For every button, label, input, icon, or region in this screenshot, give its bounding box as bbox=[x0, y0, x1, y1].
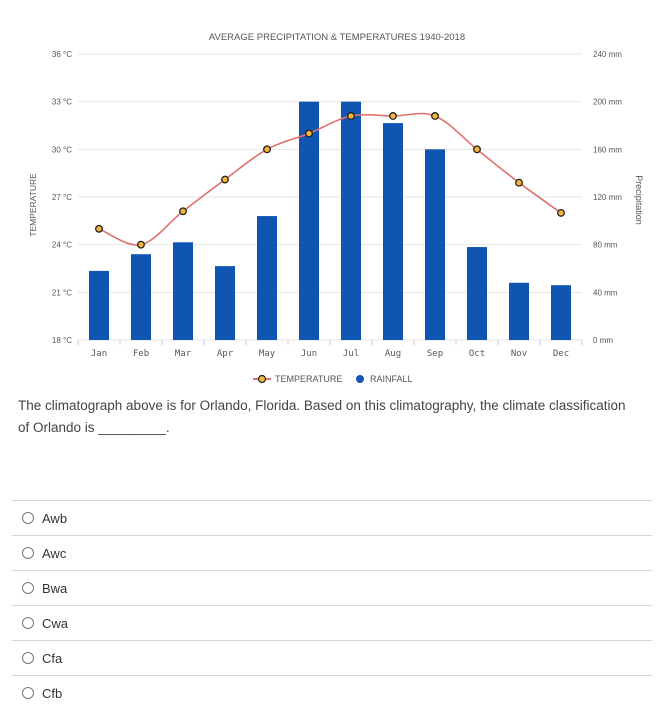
rainfall-bar bbox=[299, 101, 319, 341]
option-cfa[interactable]: Cfa bbox=[12, 640, 652, 675]
chart-legend: TEMPERATURE RAINFALL bbox=[253, 374, 413, 384]
y-right-tick-label: 160 mm bbox=[593, 145, 622, 154]
option-bwa[interactable]: Bwa bbox=[12, 570, 652, 605]
radio-button[interactable] bbox=[22, 617, 34, 629]
y-right-tick-label: 80 mm bbox=[593, 241, 618, 250]
temperature-point bbox=[389, 112, 397, 120]
rainfall-bar bbox=[341, 101, 361, 341]
x-tick-label: May bbox=[259, 349, 276, 359]
temperature-point bbox=[263, 145, 271, 154]
x-tick-label: Feb bbox=[133, 349, 149, 359]
option-cwa[interactable]: Cwa bbox=[12, 605, 652, 640]
option-label: Cfa bbox=[42, 650, 63, 666]
legend-rainfall-marker bbox=[356, 375, 364, 383]
y-left-tick-label: 30 °C bbox=[52, 145, 72, 154]
legend-temperature-marker bbox=[257, 374, 267, 384]
question-blank: _________. bbox=[98, 420, 170, 435]
rainfall-bar bbox=[257, 216, 277, 340]
y-left-tick-label: 36 °C bbox=[52, 50, 72, 59]
x-tick-label: Mar bbox=[175, 349, 192, 359]
y-left-tick-label: 18 °C bbox=[52, 336, 72, 345]
option-cfb[interactable]: Cfb bbox=[12, 675, 652, 711]
rainfall-bar bbox=[509, 282, 529, 340]
rainfall-bar bbox=[215, 266, 235, 340]
answer-options: Awb Awc Bwa Cwa Cfa Cfb bbox=[12, 500, 652, 711]
y-left-tick-label: 24 °C bbox=[52, 241, 72, 250]
temperature-line bbox=[98, 112, 562, 246]
legend-rainfall-label: RAINFALL bbox=[370, 374, 413, 384]
temperature-point bbox=[137, 240, 145, 249]
temperature-point bbox=[95, 224, 103, 233]
rainfall-bar bbox=[173, 242, 193, 340]
radio-button[interactable] bbox=[22, 512, 34, 524]
temperature-point bbox=[515, 178, 523, 187]
option-label: Cfb bbox=[42, 685, 63, 701]
x-tick-label: Oct bbox=[469, 349, 485, 359]
temperature-point bbox=[473, 145, 481, 154]
y-axis-right-label: Precipitation bbox=[634, 175, 644, 225]
radio-button[interactable] bbox=[22, 582, 34, 594]
temperature-point bbox=[305, 129, 313, 138]
temperature-point bbox=[221, 175, 229, 184]
temperature-point bbox=[347, 112, 355, 120]
y-left-tick-label: 33 °C bbox=[52, 98, 72, 107]
option-awb[interactable]: Awb bbox=[12, 500, 652, 535]
y-right-tick-label: 40 mm bbox=[593, 288, 618, 297]
radio-button[interactable] bbox=[22, 547, 34, 559]
y-right-tick-label: 120 mm bbox=[593, 193, 622, 202]
radio-button[interactable] bbox=[22, 652, 34, 664]
temperature-point bbox=[557, 208, 565, 217]
option-label: Bwa bbox=[42, 580, 68, 596]
rainfall-bar bbox=[89, 270, 109, 340]
x-tick-label: Jul bbox=[343, 349, 359, 359]
x-tick-label: Jun bbox=[301, 349, 317, 359]
rainfall-bar bbox=[425, 149, 445, 340]
y-axis-left-label: TEMPERATURE bbox=[28, 173, 38, 237]
rainfall-bar bbox=[131, 254, 151, 340]
question-text: The climatograph above is for Orlando, F… bbox=[18, 395, 638, 439]
x-tick-label: Apr bbox=[217, 349, 234, 359]
climatograph-chart: 18 °C 0 mm 21 °C 40 mm 24 °C 80 mm 27 °C 120 mm… bbox=[28, 32, 644, 384]
x-tick-label: Nov bbox=[511, 349, 527, 359]
x-tick-label: Dec bbox=[553, 349, 569, 359]
x-tick-label: Jan bbox=[91, 349, 107, 359]
legend-temperature-label: TEMPERATURE bbox=[275, 374, 342, 384]
x-tick-label: Aug bbox=[385, 349, 401, 359]
option-awc[interactable]: Awc bbox=[12, 535, 652, 570]
option-label: Awb bbox=[42, 510, 68, 526]
y-right-tick-label: 0 mm bbox=[593, 336, 613, 345]
question-body: The climatograph above is for Orlando, F… bbox=[18, 398, 626, 435]
y-left-tick-label: 27 °C bbox=[52, 193, 72, 202]
chart-title: AVERAGE PRECIPITATION & TEMPERATURES 194… bbox=[209, 32, 465, 43]
temperature-point bbox=[179, 207, 187, 216]
option-label: Awc bbox=[42, 545, 67, 561]
y-right-tick-label: 240 mm bbox=[593, 50, 622, 59]
option-label: Cwa bbox=[42, 615, 69, 631]
rainfall-bar bbox=[551, 285, 571, 340]
temperature-point bbox=[431, 112, 439, 120]
x-tick-label: Sep bbox=[427, 349, 443, 359]
y-left-tick-label: 21 °C bbox=[52, 288, 72, 297]
radio-button[interactable] bbox=[22, 687, 34, 699]
y-right-tick-label: 200 mm bbox=[593, 98, 622, 107]
rainfall-bar bbox=[467, 247, 487, 340]
rainfall-bar bbox=[383, 123, 403, 340]
